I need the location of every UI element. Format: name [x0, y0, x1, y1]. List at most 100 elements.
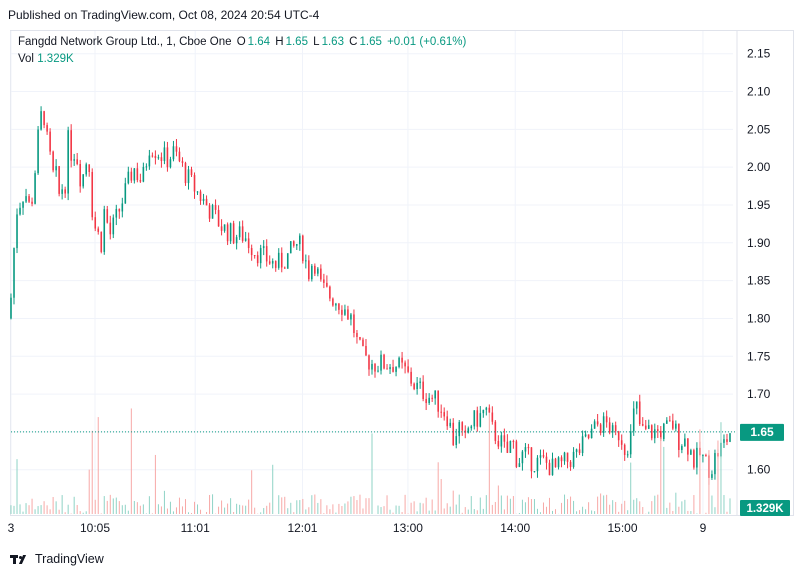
volume-bar — [31, 498, 33, 514]
candle-body — [497, 440, 500, 447]
candle-body — [190, 169, 193, 176]
candle-body — [518, 463, 521, 467]
volume-bar — [663, 446, 665, 514]
candle-body — [371, 363, 373, 370]
candle-body — [452, 422, 455, 445]
candle-body — [311, 265, 313, 280]
volume-bar — [142, 504, 144, 514]
candle-body — [572, 451, 575, 467]
candle-body — [229, 223, 232, 242]
candle-body — [332, 298, 334, 306]
volume-bar — [503, 509, 505, 514]
candle-body — [527, 447, 530, 449]
candle-body — [323, 279, 325, 283]
candle-body — [599, 424, 602, 434]
candle-body — [641, 424, 644, 426]
volume-bar — [720, 422, 722, 514]
tradingview-brand[interactable]: TradingView — [10, 552, 104, 566]
candle-body — [413, 383, 415, 390]
volume-bar — [521, 499, 523, 514]
volume-bar — [251, 470, 253, 514]
y-tick-label: 1.70 — [747, 387, 771, 401]
volume-bar — [10, 505, 12, 514]
volume-bar — [443, 508, 445, 514]
volume-bar — [561, 502, 563, 514]
candle-body — [88, 164, 91, 172]
volume-bar — [588, 502, 590, 514]
volume-bar — [323, 513, 325, 514]
candle-body — [148, 155, 151, 167]
candle-body — [714, 453, 716, 475]
candle-body — [49, 131, 51, 152]
candle-body — [548, 462, 551, 476]
candle-body — [280, 252, 283, 268]
candle-body — [274, 261, 277, 268]
candle-body — [238, 226, 241, 238]
candle-body — [656, 429, 659, 431]
volume-bar — [570, 496, 572, 514]
volume-bar — [594, 511, 596, 514]
volume-bar — [651, 501, 653, 514]
y-tick-label: 2.05 — [747, 122, 771, 136]
volume-bar — [654, 495, 656, 514]
volume-bar — [666, 507, 668, 514]
candle-body — [97, 228, 100, 232]
volume-bar — [341, 506, 343, 514]
candle-body — [464, 430, 467, 433]
volume-bar — [536, 508, 538, 514]
candle-body — [687, 438, 689, 455]
volume-bar — [242, 505, 244, 514]
candle-body — [590, 428, 593, 439]
candle-body — [684, 438, 686, 447]
volume-bar — [124, 504, 126, 514]
volume-bar — [591, 510, 593, 514]
volume-bar — [34, 509, 36, 514]
candle-body — [154, 155, 157, 159]
candle-body — [214, 205, 217, 210]
volume-bar — [61, 495, 63, 514]
candle-body — [202, 198, 205, 201]
volume-bar — [335, 512, 337, 514]
candle-body — [458, 422, 461, 437]
volume-bar — [118, 501, 120, 514]
candle-body — [151, 155, 154, 157]
volume-bar — [693, 495, 695, 514]
candle-body — [350, 314, 352, 320]
candle-body — [184, 162, 187, 184]
open-label: O — [236, 36, 246, 48]
volume-bar — [530, 499, 532, 514]
candle-body — [678, 423, 680, 450]
volume-bar — [440, 479, 442, 514]
candle-body — [250, 248, 253, 256]
volume-bar — [46, 505, 48, 514]
candle-body — [614, 425, 617, 432]
candle-body — [305, 260, 307, 262]
candle-body — [479, 413, 482, 427]
volume-bar — [500, 495, 502, 514]
volume-bar — [281, 497, 283, 514]
volume-bar — [428, 510, 430, 514]
volume-bar — [542, 502, 544, 514]
volume-bar — [299, 500, 301, 514]
candle-body — [434, 390, 436, 399]
candle-body — [163, 147, 166, 162]
candle-body — [581, 436, 584, 454]
candle-body — [335, 303, 337, 306]
volume-bar — [506, 495, 508, 514]
candle-body — [425, 398, 427, 404]
volume-bar — [416, 511, 418, 514]
volume-bar — [91, 430, 93, 514]
volume-bar — [266, 505, 268, 514]
candle-body — [314, 265, 316, 274]
volume-bar — [320, 499, 322, 514]
candle-body — [91, 171, 94, 218]
current-price-badge — [740, 423, 784, 441]
volume-bar — [308, 507, 310, 514]
candle-body — [368, 355, 370, 370]
volume-bar — [293, 512, 295, 514]
volume-bar — [130, 408, 132, 514]
volume-bar — [100, 513, 102, 514]
volume-bar — [28, 505, 30, 514]
volume-bar — [52, 497, 54, 514]
